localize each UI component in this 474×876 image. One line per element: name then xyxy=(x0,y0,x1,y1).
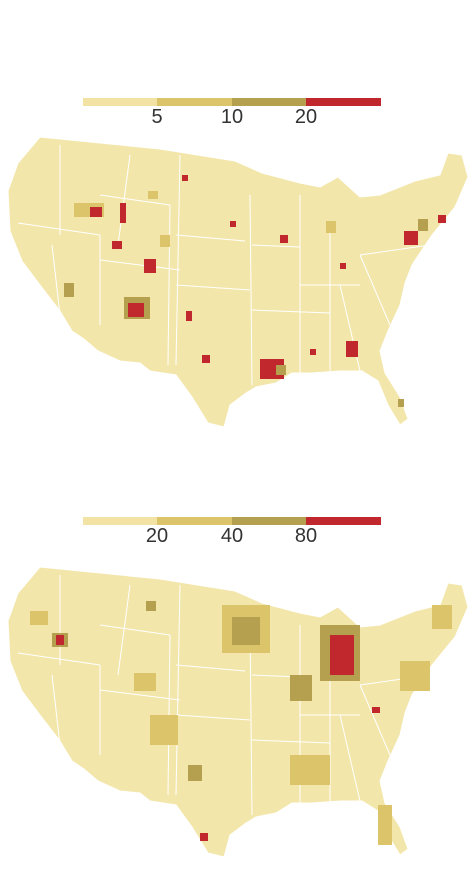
legend-1: 5 10 20 xyxy=(83,98,381,128)
legend-2: 20 40 80 xyxy=(83,517,381,547)
map-panel-2: 20 40 80 xyxy=(0,440,474,876)
map-panel-1: 5 10 20 xyxy=(7,98,469,428)
legend-2-label-3: 80 xyxy=(294,525,318,547)
legend-1-bin-1 xyxy=(83,98,157,106)
us-outline-1 xyxy=(7,136,469,428)
legend-2-bin-4 xyxy=(306,517,381,525)
legend-1-label-1: 5 xyxy=(151,106,163,128)
legend-1-label-3: 20 xyxy=(294,106,318,128)
legend-2-label-1: 20 xyxy=(145,525,169,547)
legend-2-bin-1 xyxy=(83,517,157,525)
legend-1-bin-2 xyxy=(157,98,232,106)
legend-2-bin-3 xyxy=(232,517,306,525)
county-highlights-1 xyxy=(64,175,446,407)
legend-1-bin-4 xyxy=(306,98,381,106)
state-borders-1 xyxy=(17,145,431,386)
legend-2-bin-2 xyxy=(157,517,232,525)
us-county-map-2 xyxy=(7,566,469,858)
us-county-map-1 xyxy=(7,136,469,428)
legend-1-bin-3 xyxy=(232,98,306,106)
county-highlights-2 xyxy=(30,601,452,845)
legend-2-label-2: 40 xyxy=(220,525,244,547)
legend-1-label-2: 10 xyxy=(220,106,244,128)
